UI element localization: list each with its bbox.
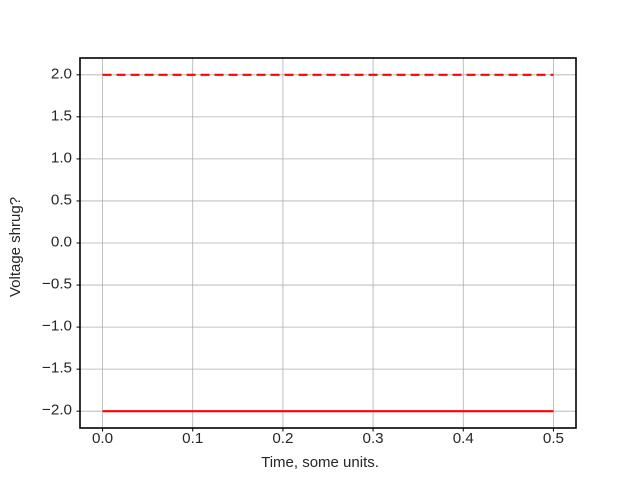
svg-text:−2.0: −2.0	[42, 402, 72, 419]
svg-text:0.0: 0.0	[51, 234, 72, 251]
svg-text:1.5: 1.5	[51, 107, 72, 124]
svg-text:Time, some units.: Time, some units.	[261, 454, 379, 471]
svg-text:0.5: 0.5	[543, 430, 564, 447]
svg-text:−1.5: −1.5	[42, 360, 72, 377]
svg-text:0.0: 0.0	[92, 430, 113, 447]
svg-text:−1.0: −1.0	[42, 318, 72, 335]
svg-text:0.3: 0.3	[363, 430, 384, 447]
svg-text:0.1: 0.1	[182, 430, 203, 447]
svg-text:Voltage shrug?: Voltage shrug?	[7, 197, 24, 297]
svg-text:2.0: 2.0	[51, 65, 72, 82]
svg-text:1.0: 1.0	[51, 149, 72, 166]
svg-text:0.4: 0.4	[453, 430, 474, 447]
svg-text:0.2: 0.2	[272, 430, 293, 447]
svg-text:0.5: 0.5	[51, 191, 72, 208]
svg-text:−0.5: −0.5	[42, 276, 72, 293]
